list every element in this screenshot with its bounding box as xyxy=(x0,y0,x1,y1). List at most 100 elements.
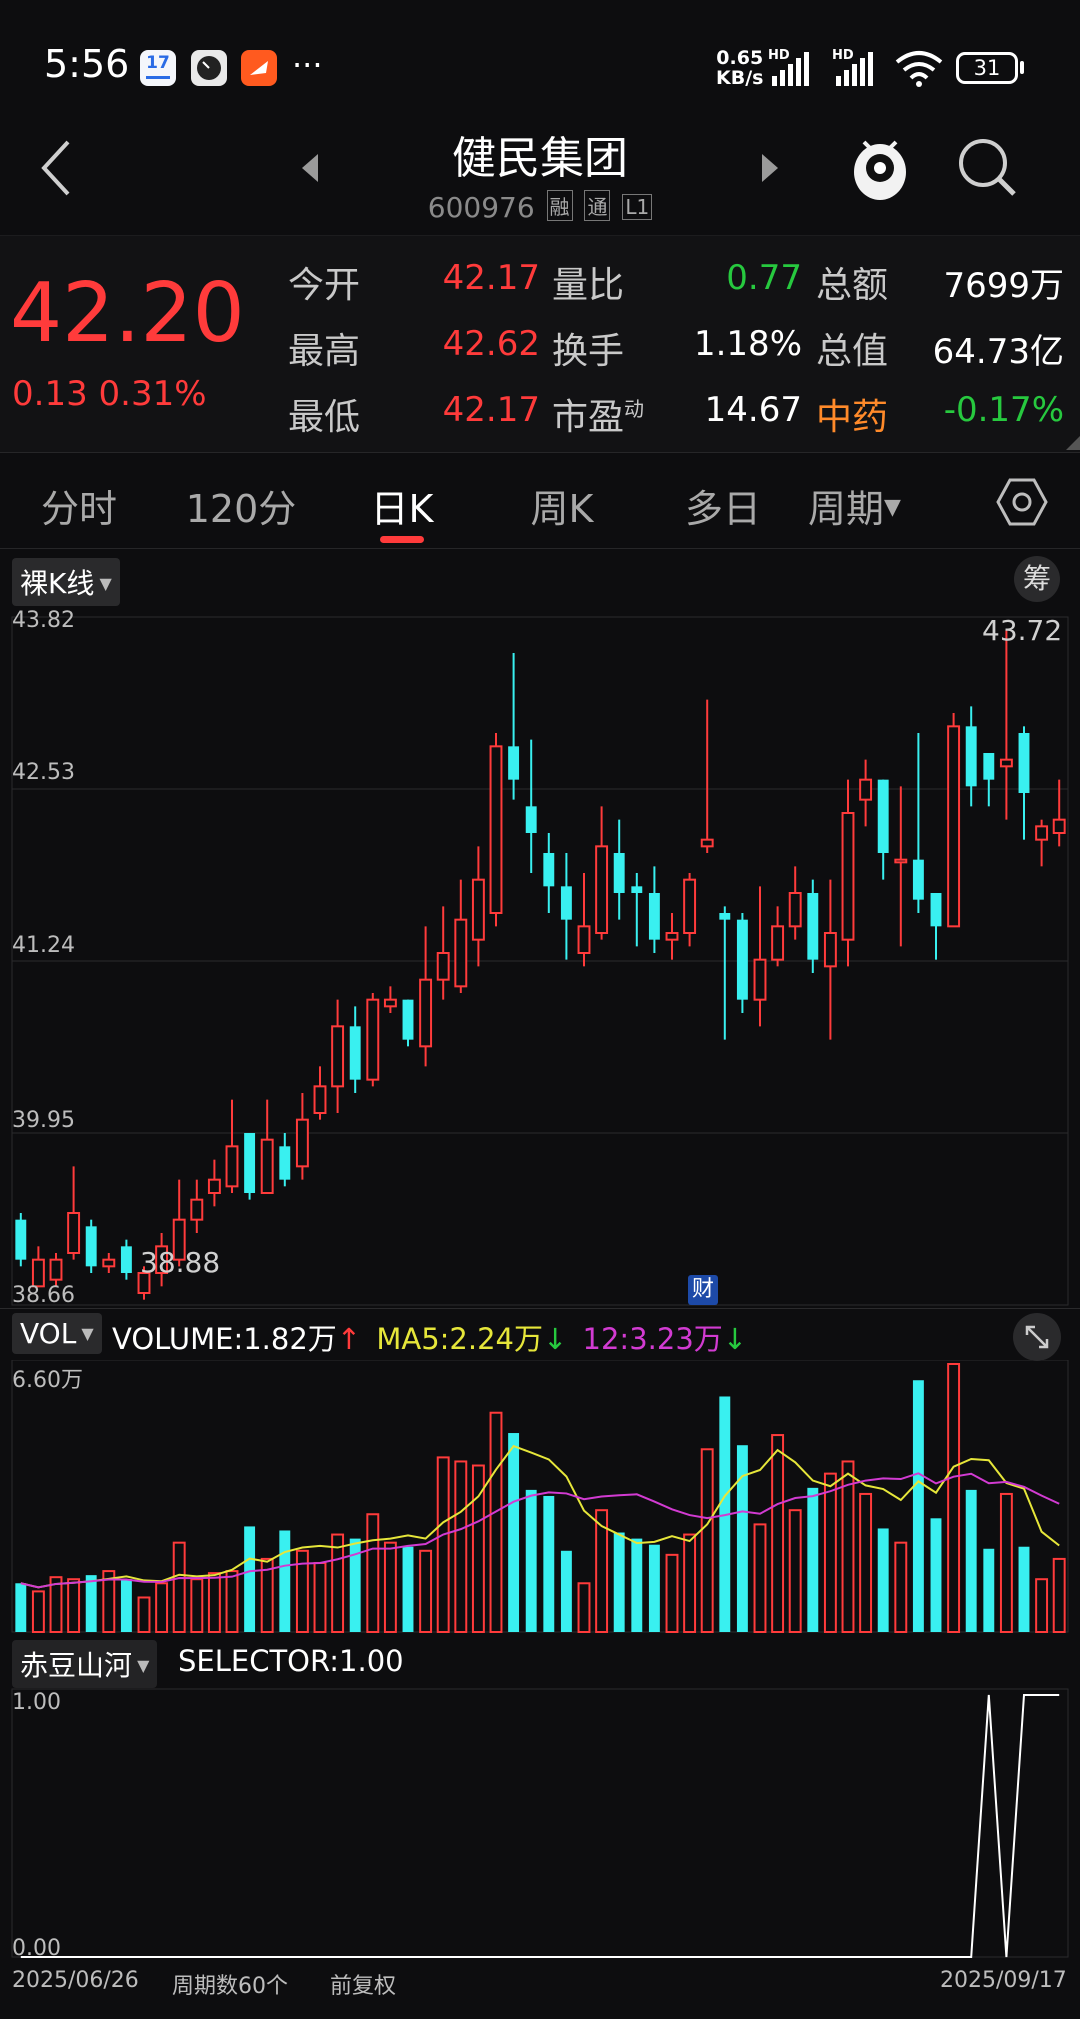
candle-body xyxy=(877,779,889,853)
volume-bar xyxy=(279,1530,291,1632)
volume-bar xyxy=(155,1582,169,1633)
candle-body xyxy=(207,1178,221,1195)
tab-multi-day[interactable]: 多日 xyxy=(684,487,761,531)
footer-period-count: 周期数60个 xyxy=(172,1974,288,1999)
candle-body xyxy=(560,886,572,920)
expand-corner-icon[interactable] xyxy=(1066,436,1080,450)
selector-indicator-chart[interactable] xyxy=(0,1685,1080,1962)
mascot-icon[interactable] xyxy=(850,132,910,204)
next-stock-icon[interactable] xyxy=(758,152,782,184)
kline-type-selector[interactable]: 裸K线 ▼ xyxy=(12,558,120,606)
candle xyxy=(560,853,572,960)
candle-body xyxy=(436,952,450,981)
candle xyxy=(295,1093,309,1180)
candle-body xyxy=(31,1258,45,1288)
candle xyxy=(31,1246,45,1288)
footer-adjust-mode[interactable]: 前复权 xyxy=(330,1974,397,1999)
candle-body xyxy=(508,746,520,780)
candle-body xyxy=(366,998,380,1081)
financial-event-badge[interactable]: 财 xyxy=(688,1275,718,1305)
volume-bar xyxy=(1018,1546,1030,1632)
prev-stock-icon[interactable] xyxy=(298,152,322,184)
volume-bar xyxy=(172,1541,186,1634)
label-turnover-amount: 总额 xyxy=(816,265,889,306)
candle xyxy=(965,706,977,807)
custom-indicator-selector[interactable]: 赤豆山河 ▼ xyxy=(12,1640,158,1688)
selector-legend: SELECTOR:1.00 xyxy=(178,1644,404,1678)
tab-daily-k[interactable]: 日K xyxy=(370,487,434,531)
tab-intraday[interactable]: 分时 xyxy=(40,487,117,531)
volume-chart[interactable] xyxy=(0,1360,1080,1635)
candle xyxy=(155,1233,169,1287)
candle xyxy=(402,999,414,1047)
tab-120min[interactable]: 120分 xyxy=(185,487,297,531)
candle xyxy=(313,1066,327,1120)
candle-body xyxy=(543,853,555,887)
candle xyxy=(244,1133,256,1200)
stock-title: 健民集团 xyxy=(452,133,628,184)
dropdown-arrow-icon: ▼ xyxy=(884,495,901,520)
volume-bar xyxy=(1035,1578,1049,1634)
candle-body xyxy=(525,806,537,833)
volume-bar xyxy=(771,1434,785,1633)
candle xyxy=(543,833,555,913)
label-low: 最低 xyxy=(288,397,361,438)
candle-body xyxy=(613,853,625,893)
candle-body xyxy=(894,858,908,864)
volume-bar xyxy=(471,1464,485,1633)
volume-bar xyxy=(983,1548,995,1632)
candle-body xyxy=(85,1226,97,1267)
label-high: 最高 xyxy=(288,331,361,372)
candle xyxy=(349,1006,361,1093)
volume-bar xyxy=(15,1583,27,1632)
tab-weekly-k[interactable]: 周K xyxy=(530,487,594,531)
volume-bar xyxy=(190,1578,204,1634)
value-high: 42.62 xyxy=(442,324,540,364)
active-tab-indicator xyxy=(380,536,424,543)
candle-body xyxy=(947,725,961,928)
candle-body xyxy=(120,1246,132,1273)
candle-body xyxy=(225,1145,239,1188)
selector-line xyxy=(20,1694,1060,1958)
expand-fullscreen-icon[interactable] xyxy=(1012,1312,1062,1362)
wifi-icon xyxy=(895,51,943,87)
candle xyxy=(279,1133,291,1187)
candle-body xyxy=(999,758,1013,768)
volume-bar xyxy=(665,1553,679,1633)
candle xyxy=(383,986,397,1013)
candle-body xyxy=(595,845,609,934)
candle-body xyxy=(295,1118,309,1168)
y-tick-0: 43.82 xyxy=(12,608,75,633)
volume-bar xyxy=(631,1538,643,1632)
candle xyxy=(436,906,450,1000)
candle-body xyxy=(67,1212,81,1254)
volume-bar xyxy=(595,1509,609,1634)
price-change: 0.13 0.31% xyxy=(12,374,207,414)
candle-body xyxy=(912,859,924,900)
volume-bar xyxy=(841,1460,855,1633)
tab-period[interactable]: 周期▼ xyxy=(808,487,901,531)
chip-distribution-button[interactable]: 筹 xyxy=(1014,556,1060,602)
candle-body xyxy=(279,1146,291,1180)
candle xyxy=(508,653,520,800)
search-icon[interactable] xyxy=(956,136,1020,200)
candle xyxy=(85,1219,97,1273)
kline-chart[interactable] xyxy=(0,605,1080,1310)
candle xyxy=(471,846,485,967)
volume-bar xyxy=(49,1576,63,1634)
candle-body xyxy=(1018,733,1030,793)
label-sector[interactable]: 中药 xyxy=(816,397,889,438)
volume-frame xyxy=(11,1360,1069,1633)
candle xyxy=(947,713,961,928)
period-high-label: 43.72 xyxy=(982,614,1063,647)
back-arrow-icon[interactable] xyxy=(36,138,76,198)
volume-bar xyxy=(383,1541,397,1634)
candle xyxy=(788,866,802,940)
candle-body xyxy=(577,925,591,955)
volume-bar xyxy=(402,1546,414,1632)
volume-indicator-selector[interactable]: VOL ▼ xyxy=(12,1313,102,1354)
volume-bar xyxy=(912,1380,924,1632)
settings-hexagon-icon[interactable] xyxy=(996,476,1048,528)
candle-body xyxy=(137,1272,151,1294)
value-market-cap: 64.73亿 xyxy=(932,332,1064,372)
